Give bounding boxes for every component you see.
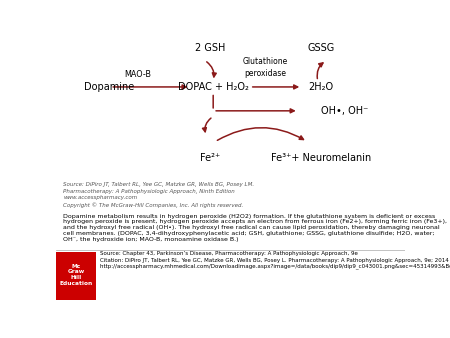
Text: OH•, OH⁻: OH•, OH⁻: [321, 106, 369, 116]
Text: MAO-B: MAO-B: [125, 70, 152, 79]
Text: Source: Chapter 43, Parkinson’s Disease, Pharmacotherapy: A Pathophysiologic App: Source: Chapter 43, Parkinson’s Disease,…: [100, 251, 450, 269]
Text: Fe³⁺+ Neuromelanin: Fe³⁺+ Neuromelanin: [271, 153, 371, 163]
Text: Fe²⁺: Fe²⁺: [199, 153, 220, 163]
Text: Glutathione
peroxidase: Glutathione peroxidase: [243, 57, 288, 77]
Text: 2H₂O: 2H₂O: [309, 82, 334, 92]
FancyBboxPatch shape: [56, 252, 96, 300]
Text: Dopamine metabolism results in hydrogen peroxide (H2O2) formation. If the glutat: Dopamine metabolism results in hydrogen …: [63, 214, 447, 242]
Text: Mc
Graw
Hill
Education: Mc Graw Hill Education: [60, 264, 93, 286]
Text: Dopamine: Dopamine: [84, 82, 135, 92]
Text: 2 GSH: 2 GSH: [194, 43, 225, 53]
Text: Source: DiPiro JT, Talbert RL, Yee GC, Matzke GR, Wells BG, Posey LM.
Pharmacoth: Source: DiPiro JT, Talbert RL, Yee GC, M…: [63, 183, 254, 208]
Text: DOPAC + H₂O₂: DOPAC + H₂O₂: [178, 82, 248, 92]
Text: GSSG: GSSG: [308, 43, 335, 53]
